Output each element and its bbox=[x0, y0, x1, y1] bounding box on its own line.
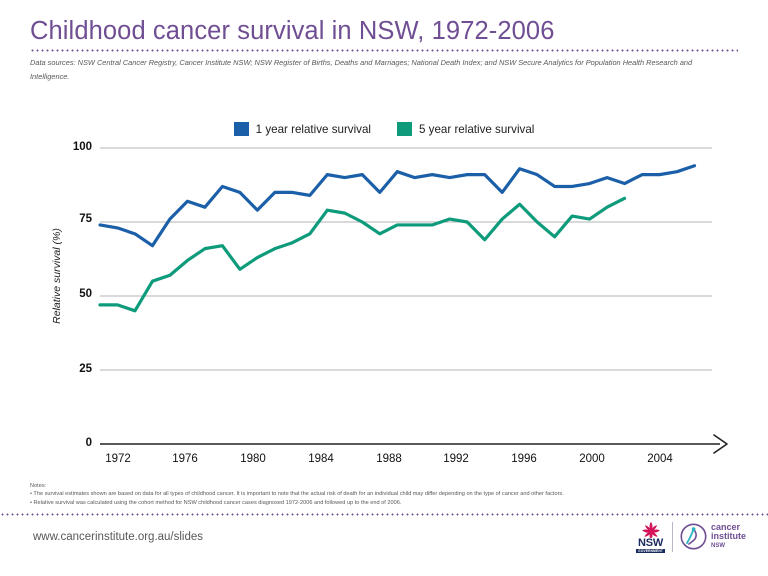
ci-word-cancer: cancer bbox=[711, 522, 741, 533]
legend-item-1-year[interactable]: 1 year relative survival bbox=[233, 122, 371, 136]
legend-swatch-blue-icon bbox=[233, 122, 249, 136]
notes-heading: Notes: bbox=[30, 483, 47, 489]
x-tick-1992: 1992 bbox=[443, 453, 469, 465]
chart-legend: 1 year relative survival 5 year relative… bbox=[0, 122, 768, 136]
x-tick-1980: 1980 bbox=[240, 453, 266, 465]
x-tick-1976: 1976 bbox=[172, 453, 198, 465]
x-tick-1996: 1996 bbox=[511, 453, 537, 465]
y-tick-75: 75 bbox=[79, 213, 92, 225]
y-axis-title: Relative survival (%) bbox=[51, 228, 63, 324]
legend-item-5-year[interactable]: 5 year relative survival bbox=[397, 122, 534, 136]
legend-swatch-teal-icon bbox=[397, 122, 412, 136]
x-tick-2004: 2004 bbox=[647, 453, 673, 465]
y-tick-100: 100 bbox=[72, 141, 92, 153]
legend-label-5-year: 5 year relative survival bbox=[419, 122, 535, 136]
x-tick-1972: 1972 bbox=[105, 453, 131, 465]
x-tick-1988: 1988 bbox=[376, 453, 402, 465]
note-item-1: • The survival estimates shown are based… bbox=[30, 491, 564, 498]
notes-block: Notes: • The survival estimates shown ar… bbox=[30, 482, 735, 507]
data-sources-text: Data sources: NSW Central Cancer Registr… bbox=[30, 58, 693, 81]
nsw-government-logo: NSW GOVERNMENT bbox=[636, 521, 665, 553]
y-tick-50: 50 bbox=[79, 288, 92, 300]
note-item-2: • Relative survival was calculated using… bbox=[30, 499, 402, 506]
header-divider bbox=[30, 49, 738, 52]
legend-label-1-year: 1 year relative survival bbox=[255, 122, 371, 136]
cancer-institute-wordmark: cancer institute NSW bbox=[711, 522, 746, 551]
nsw-logo-subtext: GOVERNMENT bbox=[636, 549, 665, 553]
cancer-institute-mark-icon bbox=[680, 523, 707, 550]
footer-divider bbox=[0, 513, 768, 516]
page-title: Childhood cancer survival in NSW, 1972-2… bbox=[30, 17, 555, 45]
waratah-icon bbox=[641, 521, 660, 538]
x-tick-2000: 2000 bbox=[579, 453, 605, 465]
ci-word-institute: institute bbox=[711, 531, 746, 542]
nsw-logo-text: NSW bbox=[638, 537, 664, 549]
y-tick-0: 0 bbox=[85, 437, 92, 449]
y-tick-25: 25 bbox=[79, 363, 92, 375]
footer-logos: NSW GOVERNMENT cancer institute NSW bbox=[636, 521, 746, 553]
ci-word-nsw: NSW bbox=[711, 542, 725, 549]
x-tick-1984: 1984 bbox=[308, 453, 334, 465]
logo-separator bbox=[672, 522, 673, 552]
footer-url[interactable]: www.cancerinstitute.org.au/slides bbox=[33, 531, 204, 543]
cancer-institute-logo: cancer institute NSW bbox=[680, 522, 746, 551]
